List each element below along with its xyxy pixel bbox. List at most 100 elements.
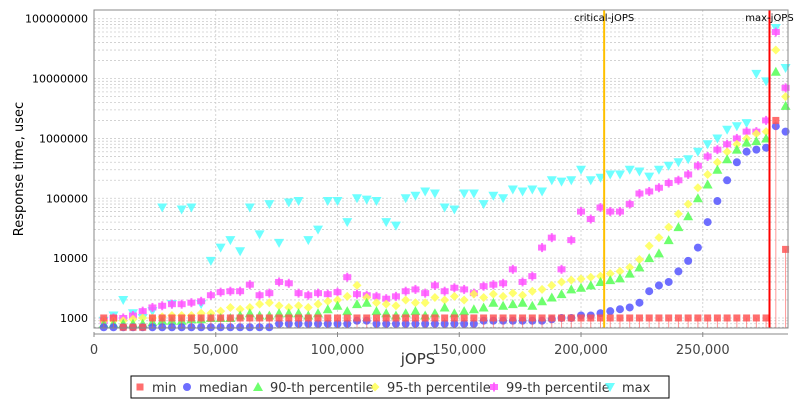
data-point bbox=[499, 278, 508, 288]
data-point bbox=[440, 295, 450, 305]
data-point bbox=[595, 271, 605, 281]
jops-markers: critical-jOPS max-jOPS bbox=[574, 10, 794, 328]
data-point bbox=[187, 314, 195, 322]
data-point bbox=[653, 248, 664, 258]
data-point bbox=[332, 300, 343, 310]
data-point bbox=[225, 236, 236, 246]
data-point bbox=[751, 69, 762, 79]
marker-cross bbox=[433, 280, 436, 290]
data-point bbox=[410, 298, 420, 308]
data-marks bbox=[98, 24, 791, 332]
data-point bbox=[322, 197, 333, 207]
data-point bbox=[314, 314, 322, 322]
plot-frame bbox=[93, 9, 789, 329]
marker-cross bbox=[541, 243, 544, 253]
data-point bbox=[557, 264, 566, 274]
marker-cross bbox=[239, 286, 242, 296]
data-point bbox=[439, 302, 450, 312]
marker-cross bbox=[492, 280, 495, 290]
marker-cross bbox=[628, 199, 631, 209]
data-point bbox=[372, 291, 381, 301]
data-point bbox=[246, 314, 254, 322]
legend-symbol bbox=[136, 383, 144, 391]
data-point bbox=[294, 301, 304, 311]
data-point bbox=[274, 301, 284, 311]
marker-cross bbox=[317, 288, 320, 298]
data-point bbox=[664, 222, 674, 232]
data-point bbox=[488, 191, 499, 201]
data-point bbox=[684, 256, 693, 265]
legend-item: median bbox=[183, 381, 248, 396]
marker-cross bbox=[667, 178, 670, 188]
data-point bbox=[420, 298, 430, 308]
data-point bbox=[587, 314, 595, 322]
data-point bbox=[606, 307, 615, 316]
data-point bbox=[509, 314, 517, 322]
data-point bbox=[304, 290, 313, 300]
marker-cross bbox=[696, 161, 699, 171]
x-tick-label: 250,000 bbox=[676, 343, 730, 358]
data-point bbox=[498, 300, 509, 310]
data-point bbox=[567, 314, 575, 322]
data-point bbox=[450, 283, 459, 293]
data-point bbox=[518, 277, 527, 287]
data-point bbox=[528, 314, 536, 322]
data-point bbox=[119, 323, 127, 331]
data-point bbox=[772, 116, 780, 124]
data-point bbox=[420, 187, 431, 197]
data-point bbox=[615, 207, 624, 217]
data-point bbox=[558, 314, 566, 322]
data-point bbox=[624, 268, 635, 278]
legend-box bbox=[130, 375, 670, 399]
marker-cross bbox=[570, 235, 573, 245]
data-point bbox=[635, 189, 644, 199]
legend-symbol bbox=[490, 382, 498, 392]
y-tick-label: 10000 bbox=[53, 252, 88, 265]
marker-cross bbox=[735, 133, 738, 143]
data-point bbox=[470, 314, 478, 322]
data-point bbox=[430, 292, 440, 302]
data-point bbox=[508, 264, 517, 274]
legend-label: max bbox=[622, 381, 651, 396]
data-point bbox=[752, 145, 761, 154]
legend-item: 95-th percentile bbox=[370, 381, 491, 396]
data-point bbox=[576, 282, 587, 292]
data-point bbox=[254, 230, 265, 240]
data-point bbox=[118, 295, 129, 305]
data-point bbox=[207, 314, 215, 322]
data-point bbox=[468, 189, 479, 199]
data-point bbox=[295, 314, 303, 322]
data-point bbox=[390, 221, 401, 231]
data-point bbox=[361, 297, 372, 307]
marker-cross bbox=[355, 289, 358, 299]
data-point bbox=[391, 291, 400, 301]
x-axis-label: jOPS bbox=[400, 350, 436, 368]
marker-cross bbox=[765, 115, 768, 125]
data-point bbox=[732, 133, 741, 143]
data-point bbox=[468, 304, 479, 314]
data-point bbox=[361, 195, 372, 205]
data-point bbox=[644, 253, 655, 263]
data-point bbox=[731, 122, 742, 132]
data-point bbox=[722, 147, 732, 157]
data-point bbox=[353, 314, 361, 322]
data-point bbox=[723, 176, 732, 185]
data-point bbox=[429, 189, 440, 199]
marker-cross bbox=[638, 189, 641, 199]
data-point bbox=[410, 191, 421, 201]
data-point bbox=[663, 161, 674, 171]
data-point bbox=[167, 299, 176, 309]
data-point bbox=[284, 278, 293, 288]
data-point bbox=[517, 297, 528, 307]
data-point bbox=[508, 288, 518, 298]
data-point bbox=[157, 203, 168, 213]
data-point bbox=[722, 125, 733, 135]
data-point bbox=[313, 225, 324, 235]
data-point bbox=[782, 245, 790, 253]
data-point bbox=[488, 297, 499, 307]
data-point bbox=[324, 314, 332, 322]
data-point bbox=[498, 194, 509, 204]
data-point bbox=[265, 288, 274, 298]
data-point bbox=[216, 287, 225, 297]
data-point bbox=[303, 302, 313, 312]
